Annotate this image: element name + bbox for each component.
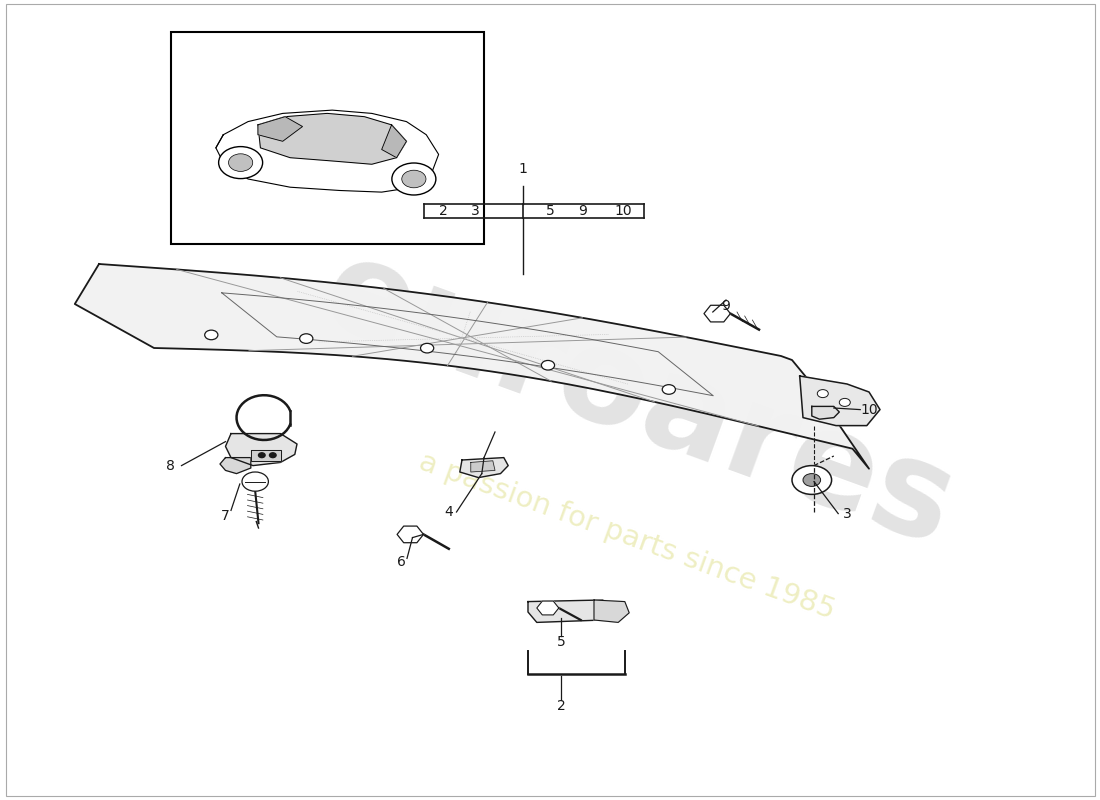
Circle shape <box>219 146 263 178</box>
Circle shape <box>792 466 832 494</box>
Polygon shape <box>257 114 406 164</box>
Polygon shape <box>75 264 869 469</box>
Circle shape <box>803 474 821 486</box>
Circle shape <box>258 453 265 458</box>
Text: 1: 1 <box>518 162 527 176</box>
Text: 10: 10 <box>615 204 632 218</box>
Polygon shape <box>704 306 730 322</box>
Text: 10: 10 <box>860 402 878 417</box>
Circle shape <box>420 343 433 353</box>
Polygon shape <box>257 117 303 142</box>
Polygon shape <box>537 601 559 615</box>
Circle shape <box>839 398 850 406</box>
Text: a passion for parts since 1985: a passion for parts since 1985 <box>415 447 839 625</box>
Text: 7: 7 <box>221 509 230 523</box>
Text: 9: 9 <box>722 298 730 313</box>
Polygon shape <box>226 434 297 466</box>
Polygon shape <box>812 406 839 419</box>
Circle shape <box>299 334 312 343</box>
Text: 2: 2 <box>557 698 565 713</box>
Circle shape <box>817 390 828 398</box>
Polygon shape <box>594 600 629 622</box>
Text: 8: 8 <box>166 458 175 473</box>
Circle shape <box>541 361 554 370</box>
Polygon shape <box>251 450 280 461</box>
Circle shape <box>270 453 276 458</box>
Text: 3: 3 <box>843 506 851 521</box>
Bar <box>170 32 484 244</box>
Polygon shape <box>397 526 424 542</box>
Text: 4: 4 <box>444 505 453 519</box>
Circle shape <box>205 330 218 340</box>
Circle shape <box>662 385 675 394</box>
Text: 6: 6 <box>397 554 406 569</box>
Text: 2: 2 <box>439 204 448 218</box>
Text: 9: 9 <box>579 204 587 218</box>
Text: 3: 3 <box>471 204 480 218</box>
Polygon shape <box>220 458 251 474</box>
Text: 5: 5 <box>557 634 565 649</box>
Circle shape <box>229 154 253 171</box>
Polygon shape <box>216 110 439 192</box>
Text: 5: 5 <box>546 204 554 218</box>
Circle shape <box>242 472 268 491</box>
Polygon shape <box>800 376 880 426</box>
Polygon shape <box>460 458 508 478</box>
Polygon shape <box>382 125 406 158</box>
Polygon shape <box>471 461 495 472</box>
Circle shape <box>402 170 426 188</box>
Polygon shape <box>528 600 611 622</box>
Circle shape <box>392 163 436 195</box>
Text: euroares: euroares <box>306 227 970 573</box>
